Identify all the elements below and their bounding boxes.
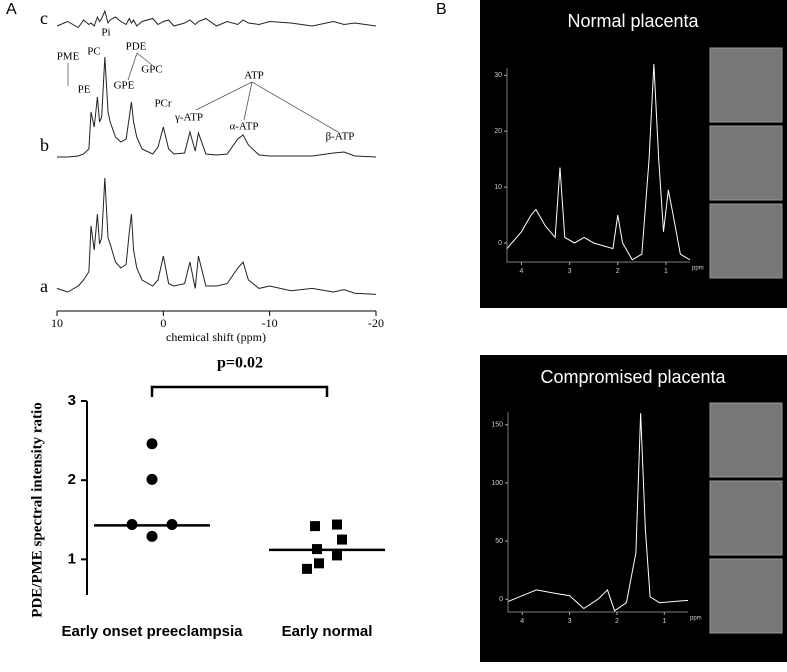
dot	[332, 519, 342, 530]
dot	[146, 438, 158, 450]
peak-label: PME	[57, 51, 80, 63]
peak-label: GPC	[141, 64, 162, 76]
series-label: a	[40, 276, 48, 296]
dot	[166, 519, 178, 531]
dot	[146, 530, 158, 542]
mri	[709, 125, 783, 201]
spectrum-line	[57, 56, 377, 158]
y-tick-label: 50	[495, 538, 503, 545]
annotation-leaders	[67, 52, 339, 133]
y-tick-label: 1	[68, 550, 76, 567]
peak-label: PDE	[126, 41, 147, 53]
panel-label: A	[6, 1, 17, 18]
peak-label: β-ATP	[326, 131, 355, 143]
y-tick-label: 10	[494, 184, 502, 191]
spectrum-line	[507, 413, 689, 612]
x-tick-label: 4	[519, 268, 523, 275]
x-tick-label: -20	[368, 316, 384, 330]
peak-label: Pi	[101, 27, 110, 39]
dot	[302, 563, 312, 574]
axes	[506, 68, 690, 263]
peak-label: GPE	[114, 80, 135, 92]
y-tick-label: 30	[494, 72, 502, 79]
x-tick-label: 1	[662, 618, 666, 625]
y-tick-label: 0	[498, 240, 502, 247]
x-tick-label: 0	[160, 316, 166, 330]
mri	[709, 402, 783, 478]
x-axis-label: ppm	[692, 266, 704, 272]
mri-images	[709, 47, 783, 634]
peak-label: PCr	[154, 98, 171, 110]
spectrum-line	[506, 64, 691, 261]
dot	[312, 544, 322, 555]
y-tick-label: 150	[491, 422, 503, 429]
chart-title: Compromised placenta	[540, 367, 726, 387]
spectrum-line	[56, 177, 377, 295]
mri	[709, 203, 783, 279]
y-axis-label: PDE/PME spectral intensity ratio	[29, 402, 45, 617]
chart-title: Normal placenta	[567, 11, 699, 31]
peak-label: PC	[87, 46, 100, 58]
significance-bracket	[150, 385, 329, 397]
peak-label: γ-ATP	[174, 112, 203, 124]
y-tick-label: 0	[499, 596, 503, 603]
mri	[709, 47, 783, 123]
x-axis-label: ppm	[690, 616, 702, 622]
series-label: b	[40, 135, 49, 155]
x-tick-label: 10	[51, 316, 63, 330]
y-tick-label: 20	[494, 128, 502, 135]
dot	[146, 473, 158, 485]
series-label: c	[40, 8, 48, 28]
peak-label: ATP	[244, 70, 264, 82]
y-tick-label: 100	[491, 480, 503, 487]
peak-label: α-ATP	[230, 121, 259, 133]
x-axis-label: chemical shift (ppm)	[166, 330, 266, 344]
x-tick-label: Early normal	[282, 623, 373, 640]
x-tick-label: 2	[615, 618, 619, 625]
x-tick-label: 3	[568, 268, 572, 275]
panel-label: B	[436, 1, 447, 18]
dot	[337, 534, 347, 545]
y-tick-label: 2	[68, 471, 76, 488]
x-tick-label: 4	[520, 618, 524, 625]
x-tick-label: 3	[568, 618, 572, 625]
mri	[709, 558, 783, 634]
dot	[126, 519, 138, 531]
x-tick-label: -10	[262, 316, 278, 330]
axes	[507, 412, 688, 613]
dot	[314, 558, 324, 569]
y-tick-label: 3	[68, 392, 76, 409]
dot	[310, 521, 320, 532]
dot	[332, 550, 342, 561]
spectrum-line	[56, 9, 377, 29]
p-value: p=0.02	[217, 355, 263, 372]
x-tick-label: Early onset preeclampsia	[62, 623, 244, 640]
x-tick-label: 1	[664, 268, 668, 275]
peak-label: PE	[78, 84, 91, 96]
mri	[709, 480, 783, 556]
x-tick-label: 2	[616, 268, 620, 275]
